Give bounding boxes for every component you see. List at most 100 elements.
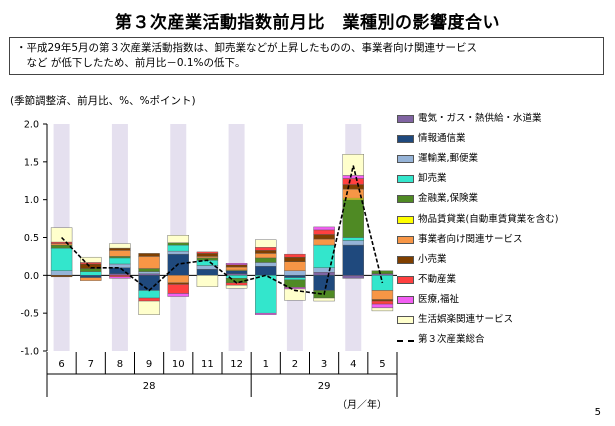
bar-segment [109,257,131,265]
bar-segment [313,238,335,246]
bar-segment [138,275,160,291]
bar-segment [313,234,335,240]
legend-label: 生活娯楽関連サービス [418,314,514,325]
bar-segment [255,262,277,267]
x-tick-label: 9 [146,359,152,370]
bar-segment [50,241,73,244]
bar-segment [109,243,131,249]
legend-label: 医療,福祉 [418,293,460,305]
note-line-2: など が低下したため、前月比－0.1%の低下。 [16,57,246,69]
bar-segment [284,270,306,276]
legend-label: 事業者向け関連サービス [418,233,523,245]
bar-segment [50,244,73,249]
bar-segment [196,256,219,259]
bar-segment [138,271,160,275]
bar-segment [284,253,306,258]
legend-label: 情報通信業 [418,133,466,145]
bar-segment [50,227,73,243]
bar-segment [138,268,160,272]
legend-swatch [397,295,414,304]
bar-segment [342,275,364,279]
x-tick-label: 4 [350,359,356,370]
x-tick-label: 10 [172,359,185,370]
bar-segment [109,256,131,259]
bar-segment [255,266,277,276]
bar-segment [138,300,160,315]
y-tick-label: -0.5 [20,309,39,320]
y-tick-label: 2.0 [24,120,39,131]
x-tick-label: 8 [117,359,123,370]
bar-segment [80,277,102,281]
bar-segment [196,253,219,257]
bar-segment [255,239,277,248]
bar-segment [167,275,189,284]
bar-segment [371,300,394,305]
legend-label: 卸売業 [418,173,447,185]
legend-swatch [397,235,414,244]
bar-segment [313,275,335,291]
bar-segment [371,290,394,300]
legend-swatch [397,316,414,324]
bar-segment [196,275,219,287]
bar-segment [138,256,160,269]
bar-segment [255,312,277,315]
bar-segment [371,273,394,276]
legend-label: 物品賃貸業(自動車賃貸業を含む) [418,213,559,225]
bar-segment [255,253,277,259]
bar-segment [167,244,189,252]
bar-segment [313,272,335,276]
bar-segment [342,178,364,185]
x-tick-label: 11 [201,359,214,370]
legend-label: 運輸業,郵便業 [418,153,479,165]
bar-segment [80,275,102,278]
bar-segment [138,273,160,276]
bar-segment [313,267,335,273]
bar-segment [196,269,219,276]
bar-segment [80,262,102,265]
y-tick-label: 1.0 [24,195,39,206]
bar-segment [109,276,131,279]
shaded-band [286,124,303,351]
legend-swatch [397,195,414,204]
summary-note: ・平成29年5月の第３次産業活動指数は、卸売業などが上昇したものの、事業者向け関… [9,37,604,75]
bar-segment [225,270,248,275]
bar-segment [225,273,248,276]
total-line [61,165,384,296]
x-axis-label: （月／年） [337,398,387,411]
y-tick-label: 0.5 [24,233,39,244]
legend-label: 金融業,保険業 [418,193,479,205]
bar-segment [371,270,394,275]
bar-segment [80,271,102,276]
bar-segment [342,240,364,246]
note-line-1: ・平成29年5月の第３次産業活動指数は、卸売業などが上昇したものの、事業者向け関… [16,42,478,54]
bar-segment [109,275,131,278]
bar-segment [138,290,160,299]
legend-swatch [397,215,414,224]
bar-segment [255,257,277,263]
legend-dashed-line [397,340,414,343]
legend-swatch [397,135,414,144]
legend-swatch [397,155,414,164]
y-tick-label: -1.0 [20,347,39,358]
x-tick-label: 3 [321,359,327,370]
bar-segment [255,275,277,314]
bar-segment [284,277,306,281]
bar-segment [313,226,335,231]
bar-segment [109,247,131,251]
bar-segment [371,307,394,312]
bar-segment [255,247,277,251]
bar-segment [313,229,335,235]
bar-segment [284,287,306,290]
legend-swatch [397,275,414,284]
bar-segment [50,270,73,276]
year-label: 28 [143,381,156,392]
bar-segment [284,275,306,278]
bar-segment [50,275,73,278]
x-tick-label: 2 [292,359,298,370]
year-label: 29 [318,381,331,392]
bar-segment [50,247,73,271]
legend-swatch [397,255,414,264]
bar-segment [109,250,131,257]
bar-segment [167,282,189,285]
